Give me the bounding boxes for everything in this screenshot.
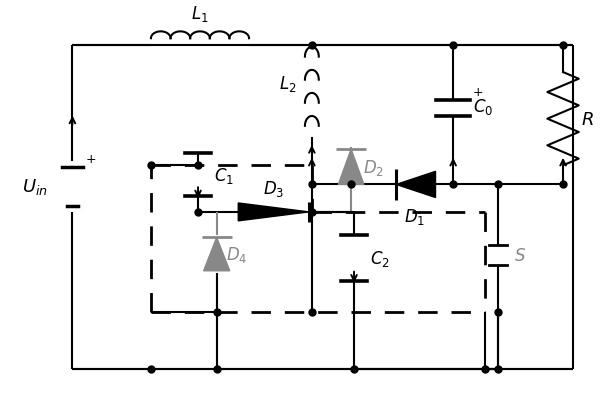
Text: $D_3$: $D_3$	[263, 179, 284, 198]
Text: $C_2$: $C_2$	[370, 248, 390, 268]
Text: $D_1$: $D_1$	[404, 207, 425, 227]
Polygon shape	[339, 150, 364, 185]
Text: $U_{in}$: $U_{in}$	[23, 177, 48, 197]
Text: $C_1$: $C_1$	[214, 165, 234, 185]
Text: +: +	[85, 152, 96, 165]
Text: $R$: $R$	[581, 110, 594, 128]
Text: $L_2$: $L_2$	[279, 74, 296, 94]
Text: $C_0$: $C_0$	[473, 97, 493, 117]
Polygon shape	[238, 203, 309, 221]
Text: $D_4$: $D_4$	[227, 245, 248, 264]
Text: $D_2$: $D_2$	[363, 157, 384, 177]
Text: $L_1$: $L_1$	[191, 4, 209, 24]
Polygon shape	[203, 238, 230, 271]
Text: +: +	[473, 86, 484, 99]
Polygon shape	[396, 172, 435, 198]
Text: $S$: $S$	[514, 247, 526, 264]
